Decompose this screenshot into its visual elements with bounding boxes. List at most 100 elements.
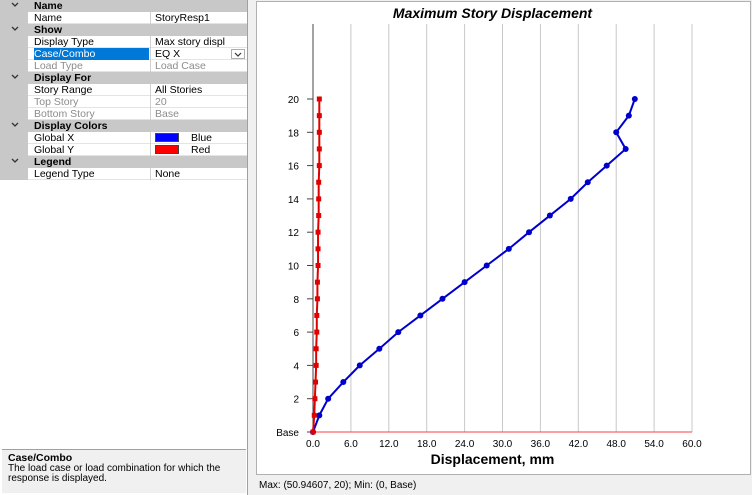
category-display-colors[interactable]: Display Colors (0, 120, 247, 132)
property-row-legend-type[interactable]: Legend Type None (0, 168, 247, 180)
data-point-global-y (316, 129, 322, 135)
data-point-global-y (313, 346, 319, 352)
property-grid: Name Name StoryResp1 Show Display Type Max st… (0, 0, 247, 180)
data-point-global-x (546, 212, 553, 219)
property-row-display-type[interactable]: Display Type Max story displ (0, 36, 247, 48)
property-value-text: Max story displ (155, 36, 226, 48)
category-display-for[interactable]: Display For (0, 72, 247, 84)
data-point-global-y (310, 429, 316, 435)
property-value-text: None (155, 168, 181, 180)
x-tick-label: 60.0 (682, 439, 702, 450)
category-title: Legend (34, 156, 72, 168)
property-value: Base (150, 108, 247, 120)
property-value-text: StoryResp1 (155, 12, 210, 24)
property-row-bottom-story[interactable]: Bottom Story Base (0, 108, 247, 120)
y-tick-label: 20 (288, 95, 300, 106)
row-gutter (0, 48, 28, 60)
row-gutter (0, 144, 28, 156)
x-tick-label: 48.0 (606, 439, 626, 450)
data-point-global-x (505, 245, 512, 252)
collapse-chevron-icon[interactable] (4, 156, 26, 168)
y-tick-label: Base (276, 428, 299, 439)
data-point-global-y (313, 362, 319, 368)
category-title: Display For (34, 72, 92, 84)
chart-title: Maximum Story Displacement (393, 5, 594, 21)
help-title: Case/Combo (8, 452, 73, 464)
property-value-text: 20 (155, 96, 167, 108)
property-value[interactable]: All Stories (150, 84, 247, 96)
data-point-global-y (316, 196, 322, 202)
x-tick-label: 12.0 (379, 439, 399, 450)
property-row-global-x[interactable]: Global X Blue (0, 132, 247, 144)
y-tick-label: 6 (293, 328, 299, 339)
collapse-chevron-icon[interactable] (4, 120, 26, 132)
x-tick-label: 24.0 (455, 439, 475, 450)
category-title: Display Colors (34, 120, 108, 132)
y-tick-label: 12 (288, 228, 300, 239)
x-tick-label: 36.0 (531, 439, 551, 450)
property-row-global-y[interactable]: Global Y Red (0, 144, 247, 156)
data-point-global-x (584, 179, 591, 186)
property-row-story-range[interactable]: Story Range All Stories (0, 84, 247, 96)
x-tick-label: 42.0 (569, 439, 589, 450)
collapse-chevron-icon[interactable] (4, 72, 26, 84)
row-gutter (0, 108, 28, 120)
property-row-name[interactable]: Name StoryResp1 (0, 12, 247, 24)
property-row-case-combo[interactable]: Case/Combo EQ X (0, 48, 247, 60)
property-label: Case/Combo (34, 48, 149, 60)
data-point-global-x (622, 145, 629, 152)
collapse-chevron-icon[interactable] (4, 0, 26, 12)
row-gutter (0, 96, 28, 108)
data-point-global-y (314, 312, 320, 318)
y-tick-label: 10 (288, 262, 300, 273)
property-value-text: Load Case (155, 60, 206, 72)
data-point-global-y (316, 96, 322, 102)
help-text: The load case or load combination for wh… (8, 462, 221, 484)
property-label: Legend Type (34, 168, 95, 180)
color-swatch[interactable] (155, 145, 179, 154)
story-displacement-chart: Maximum Story Displacement 0.0 6.0 12.0 18.0… (276, 5, 702, 467)
data-point-global-y (312, 396, 318, 402)
property-value-text: Blue (191, 132, 213, 144)
data-point-global-y (313, 379, 319, 385)
property-value[interactable]: StoryResp1 (150, 12, 247, 24)
collapse-chevron-icon[interactable] (4, 24, 26, 36)
data-point-global-x (395, 329, 402, 336)
property-value[interactable]: Max story displ (150, 36, 247, 48)
row-gutter (0, 132, 28, 144)
series-line-global-x (312, 98, 636, 433)
property-label: Global Y (34, 144, 75, 156)
data-point-global-x (526, 229, 533, 236)
property-value[interactable]: Blue (150, 132, 247, 144)
property-value[interactable]: EQ X (150, 48, 247, 60)
data-point-global-x (613, 129, 620, 136)
y-tick-label: 16 (288, 162, 300, 173)
chart-panel: Maximum Story Displacement 0.0 6.0 12.0 18.0… (255, 0, 752, 495)
property-label: Display Type (34, 36, 94, 48)
x-tick-label: 6.0 (344, 439, 358, 450)
data-point-global-x (316, 412, 323, 419)
row-gutter (0, 60, 28, 72)
property-value[interactable]: Red (150, 144, 247, 156)
data-point-global-x (439, 295, 446, 302)
dropdown-chevron-icon[interactable] (231, 49, 245, 59)
data-point-global-y (316, 113, 322, 119)
data-point-global-x (625, 112, 632, 119)
row-gutter (0, 84, 28, 96)
data-point-global-x (340, 379, 347, 386)
property-label: Bottom Story (34, 108, 95, 120)
data-point-global-y (315, 246, 321, 252)
x-tick-label: 0.0 (306, 439, 320, 450)
y-tick-label: 2 (293, 395, 299, 406)
category-legend[interactable]: Legend (0, 156, 247, 168)
property-row-load-type[interactable]: Load Type Load Case (0, 60, 247, 72)
property-label: Global X (34, 132, 75, 144)
category-name[interactable]: Name (0, 0, 247, 12)
color-swatch[interactable] (155, 133, 179, 142)
property-label: Load Type (34, 60, 83, 72)
data-point-global-y (316, 163, 322, 169)
category-show[interactable]: Show (0, 24, 247, 36)
data-point-global-x (461, 279, 468, 286)
property-value[interactable]: None (150, 168, 247, 180)
property-row-top-story[interactable]: Top Story 20 (0, 96, 247, 108)
